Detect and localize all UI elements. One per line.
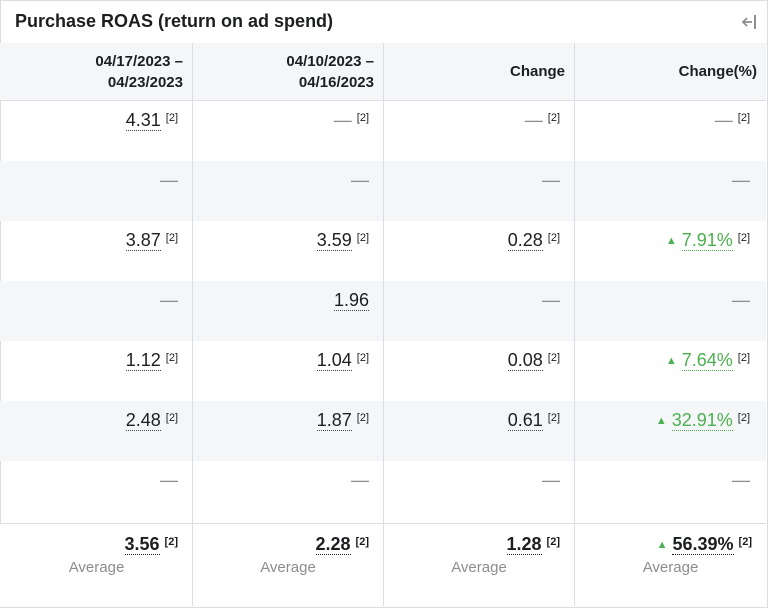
panel-title: Purchase ROAS (return on ad spend) [15,11,334,31]
trend-up-icon: ▲ [665,355,677,367]
cell-current: — [1,161,192,221]
metric-value[interactable]: 3.59 [316,230,352,251]
collapse-left-icon[interactable] [741,12,759,32]
empty-value: — [351,470,369,490]
cell-previous: — [2] [193,101,383,161]
cell-change-percent: — [575,281,766,341]
cell-previous: 1.87 [2] [193,401,383,461]
metric-value[interactable]: 1.87 [316,410,352,431]
cell-previous: 3.59 [2] [193,221,383,281]
average-previous: 2.28 [2] Average [260,534,369,576]
footnote-marker[interactable]: [2] [165,232,178,244]
cell-change: 0.61 [2] [384,401,574,461]
empty-value: — [732,170,750,190]
cell-change-percent: ▲ 32.91% [2] [575,401,766,461]
cell-previous: 1.96 [193,281,383,341]
footnote-marker[interactable]: [2] [547,352,560,364]
metric-value[interactable]: 32.91% [671,410,733,431]
cell-change: — [384,281,574,341]
table-row: — — — — [0,461,766,521]
cell-change: — [2] [384,101,574,161]
empty-value: — [160,470,178,490]
empty-value: — [160,170,178,190]
footnote-marker[interactable]: [2] [737,412,750,424]
empty-value: — [351,170,369,190]
column-divider [192,43,193,606]
footnote-marker[interactable]: [2] [547,232,560,244]
cell-current: — [1,461,192,521]
footnote-marker[interactable]: [2] [356,232,369,244]
metric-value[interactable]: 2.48 [125,410,161,431]
cell-change-percent: — [575,461,766,521]
cell-change-percent: — [575,161,766,221]
metric-value[interactable]: 1.12 [125,350,161,371]
footnote-marker[interactable]: [2] [165,352,178,364]
cell-change: 0.08 [2] [384,341,574,401]
empty-value: — [542,170,560,190]
footnote-marker[interactable]: [2] [547,112,560,124]
cell-current: 3.87 [2] [1,221,192,281]
empty-value: — [732,290,750,310]
cell-change: 0.28 [2] [384,221,574,281]
empty-value: — [542,290,560,310]
column-header-previous-period[interactable]: 04/10/2023 – 04/16/2023 [286,52,374,91]
metric-value[interactable]: 1.04 [316,350,352,371]
average-current: 3.56 [2] Average [68,534,178,576]
metric-value[interactable]: 7.64% [681,350,733,371]
empty-value: — [542,470,560,490]
cell-change: — [384,161,574,221]
column-header-change-percent[interactable]: Change(%) [678,63,757,80]
metric-value[interactable]: 0.08 [507,350,543,371]
metric-value[interactable]: 4.31 [125,110,161,131]
cell-change-percent: — [2] [575,101,766,161]
empty-value: — [524,110,543,130]
cell-previous: — [193,461,383,521]
footnote-marker[interactable]: [2] [165,112,178,124]
trend-up-icon: ▲ [655,415,667,427]
average-change: 1.28 [2] Average [451,534,560,576]
cell-current: — [1,281,192,341]
footnote-marker[interactable]: [2] [356,412,369,424]
metric-value[interactable]: 7.91% [681,230,733,251]
metric-value[interactable]: 0.28 [507,230,543,251]
footnote-marker[interactable]: [2] [547,412,560,424]
table-row: 4.31 [2] — [2] — [2] — [2] [0,101,766,161]
panel-header: Purchase ROAS (return on ad spend) [1,1,767,44]
empty-value: — [333,110,352,130]
footnote-marker[interactable]: [2] [737,232,750,244]
table-row: 3.87 [2] 3.59 [2] 0.28 [2] ▲ 7.91% [2] [0,221,766,281]
cell-change-percent: ▲ 7.91% [2] [575,221,766,281]
average-change-percent: ▲ 56.39% [2] Average [642,534,752,576]
empty-value: — [714,110,733,130]
footnote-marker[interactable]: [2] [737,112,750,124]
cell-previous: — [193,161,383,221]
cell-current: 4.31 [2] [1,101,192,161]
cell-change-percent: ▲ 7.64% [2] [575,341,766,401]
column-header-change[interactable]: Change [509,63,565,80]
footnote-marker[interactable]: [2] [737,352,750,364]
column-divider [574,43,575,606]
empty-value: — [160,290,178,310]
footnote-marker[interactable]: [2] [165,412,178,424]
metric-value[interactable]: 1.96 [333,290,369,311]
trend-up-icon: ▲ [656,539,668,551]
empty-value: — [732,470,750,490]
footnote-marker[interactable]: [2] [356,352,369,364]
cell-change: — [384,461,574,521]
footnote-marker[interactable]: [2] [356,112,369,124]
cell-previous: 1.04 [2] [193,341,383,401]
cell-current: 2.48 [2] [1,401,192,461]
column-divider [383,43,384,606]
metric-value[interactable]: 3.87 [125,230,161,251]
trend-up-icon: ▲ [665,235,677,247]
cell-current: 1.12 [2] [1,341,192,401]
metric-value[interactable]: 0.61 [507,410,543,431]
column-header-current-period[interactable]: 04/17/2023 – 04/23/2023 [95,52,183,91]
table-row: 1.12 [2] 1.04 [2] 0.08 [2] ▲ 7.64% [2] [0,341,766,401]
